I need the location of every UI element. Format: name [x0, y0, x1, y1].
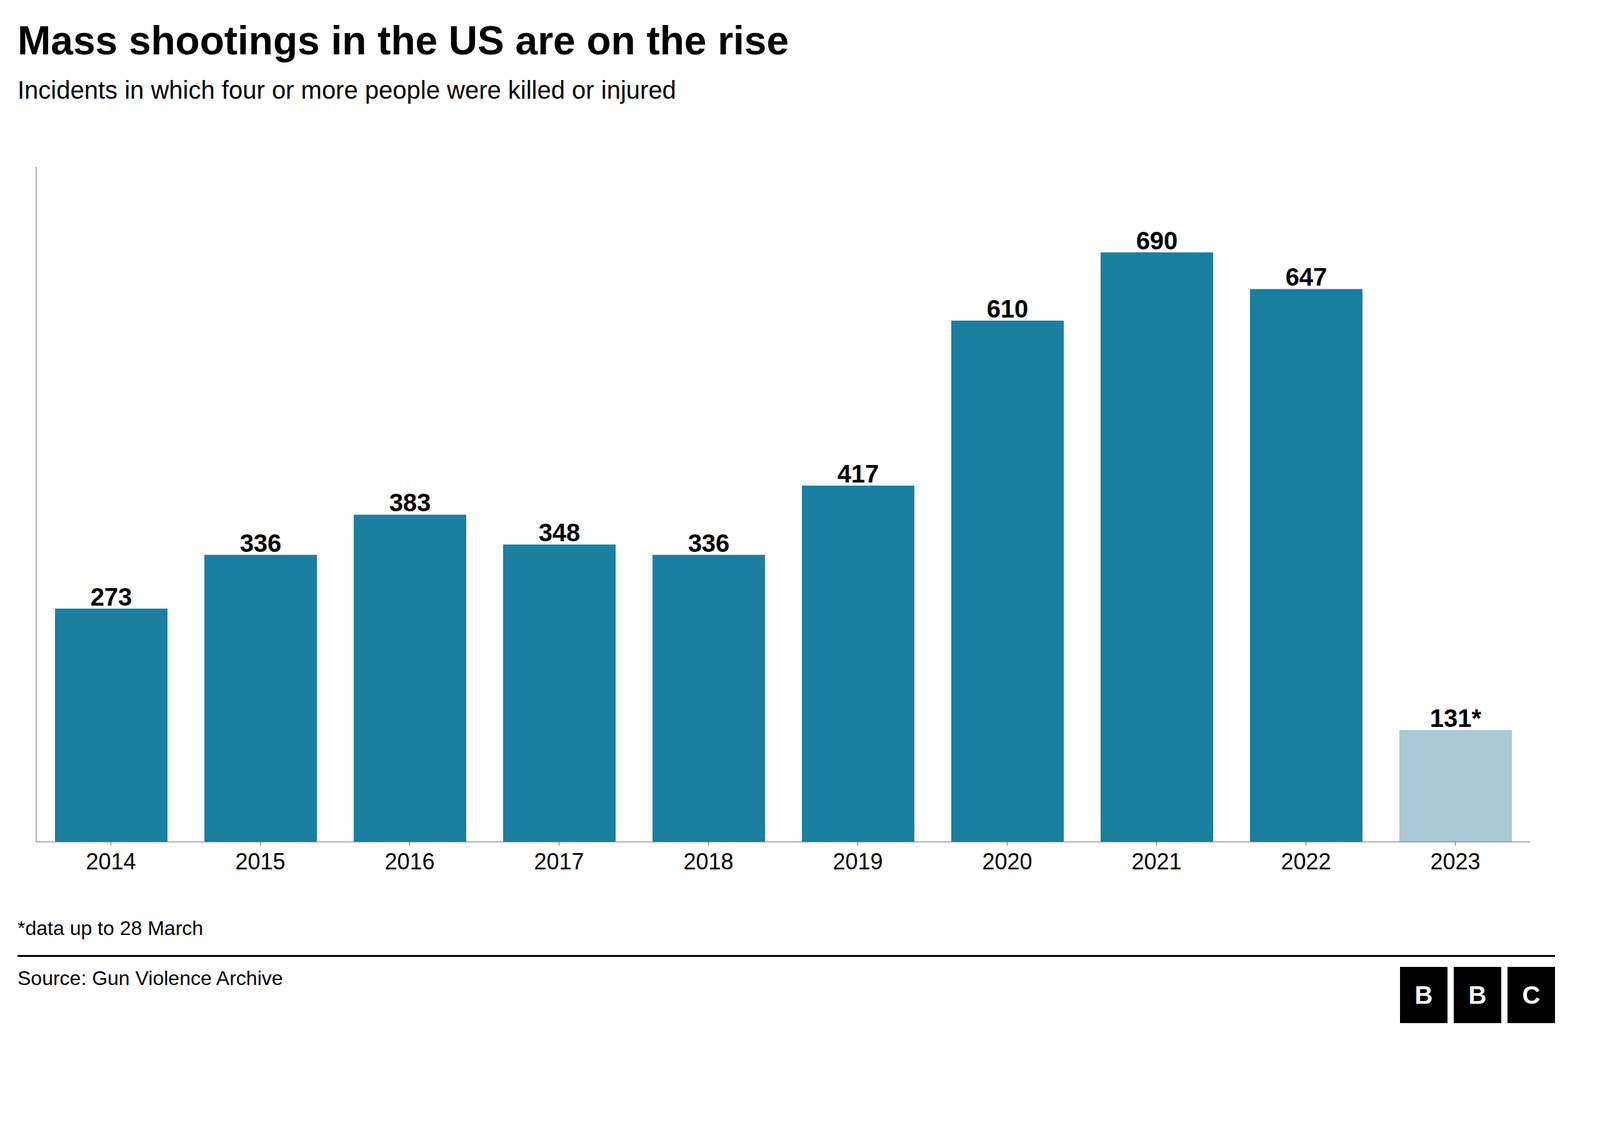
svg-text:383: 383 — [389, 488, 432, 517]
html-text:Incidents in which four or mor: Incidents in which four or more people w… — [17, 76, 677, 104]
svg-text:690: 690 — [1136, 226, 1179, 255]
svg-text:336: 336 — [240, 529, 282, 557]
svg-text:273: 273 — [90, 583, 133, 611]
svg-text:610: 610 — [986, 295, 1029, 323]
svg-text:2022: 2022 — [1280, 848, 1331, 875]
svg-text:2023: 2023 — [1430, 848, 1480, 875]
html-text:C: C — [1522, 980, 1541, 1009]
svg-text:2019: 2019 — [832, 848, 883, 875]
html-text:Source: Gun Violence Archive: Source: Gun Violence Archive — [17, 966, 283, 990]
html-text:B: B — [1414, 980, 1433, 1009]
html-text:B: B — [1468, 980, 1487, 1009]
html-text:*data up to 28 March: *data up to 28 March — [17, 916, 204, 940]
svg-text:2016: 2016 — [384, 848, 435, 875]
html-text:Mass shootings in the US are o: Mass shootings in the US are on the rise — [17, 18, 789, 64]
svg-text:348: 348 — [538, 518, 581, 547]
svg-text:647: 647 — [1285, 263, 1328, 291]
svg-text:336: 336 — [688, 529, 730, 557]
svg-text:2015: 2015 — [235, 848, 285, 875]
svg-text:2017: 2017 — [533, 848, 584, 875]
svg-text:131*: 131* — [1430, 704, 1482, 732]
svg-text:2018: 2018 — [683, 848, 734, 875]
svg-text:417: 417 — [837, 460, 880, 488]
svg-text:2020: 2020 — [981, 848, 1032, 875]
svg-text:2021: 2021 — [1131, 848, 1182, 875]
svg-text:2014: 2014 — [85, 848, 136, 875]
